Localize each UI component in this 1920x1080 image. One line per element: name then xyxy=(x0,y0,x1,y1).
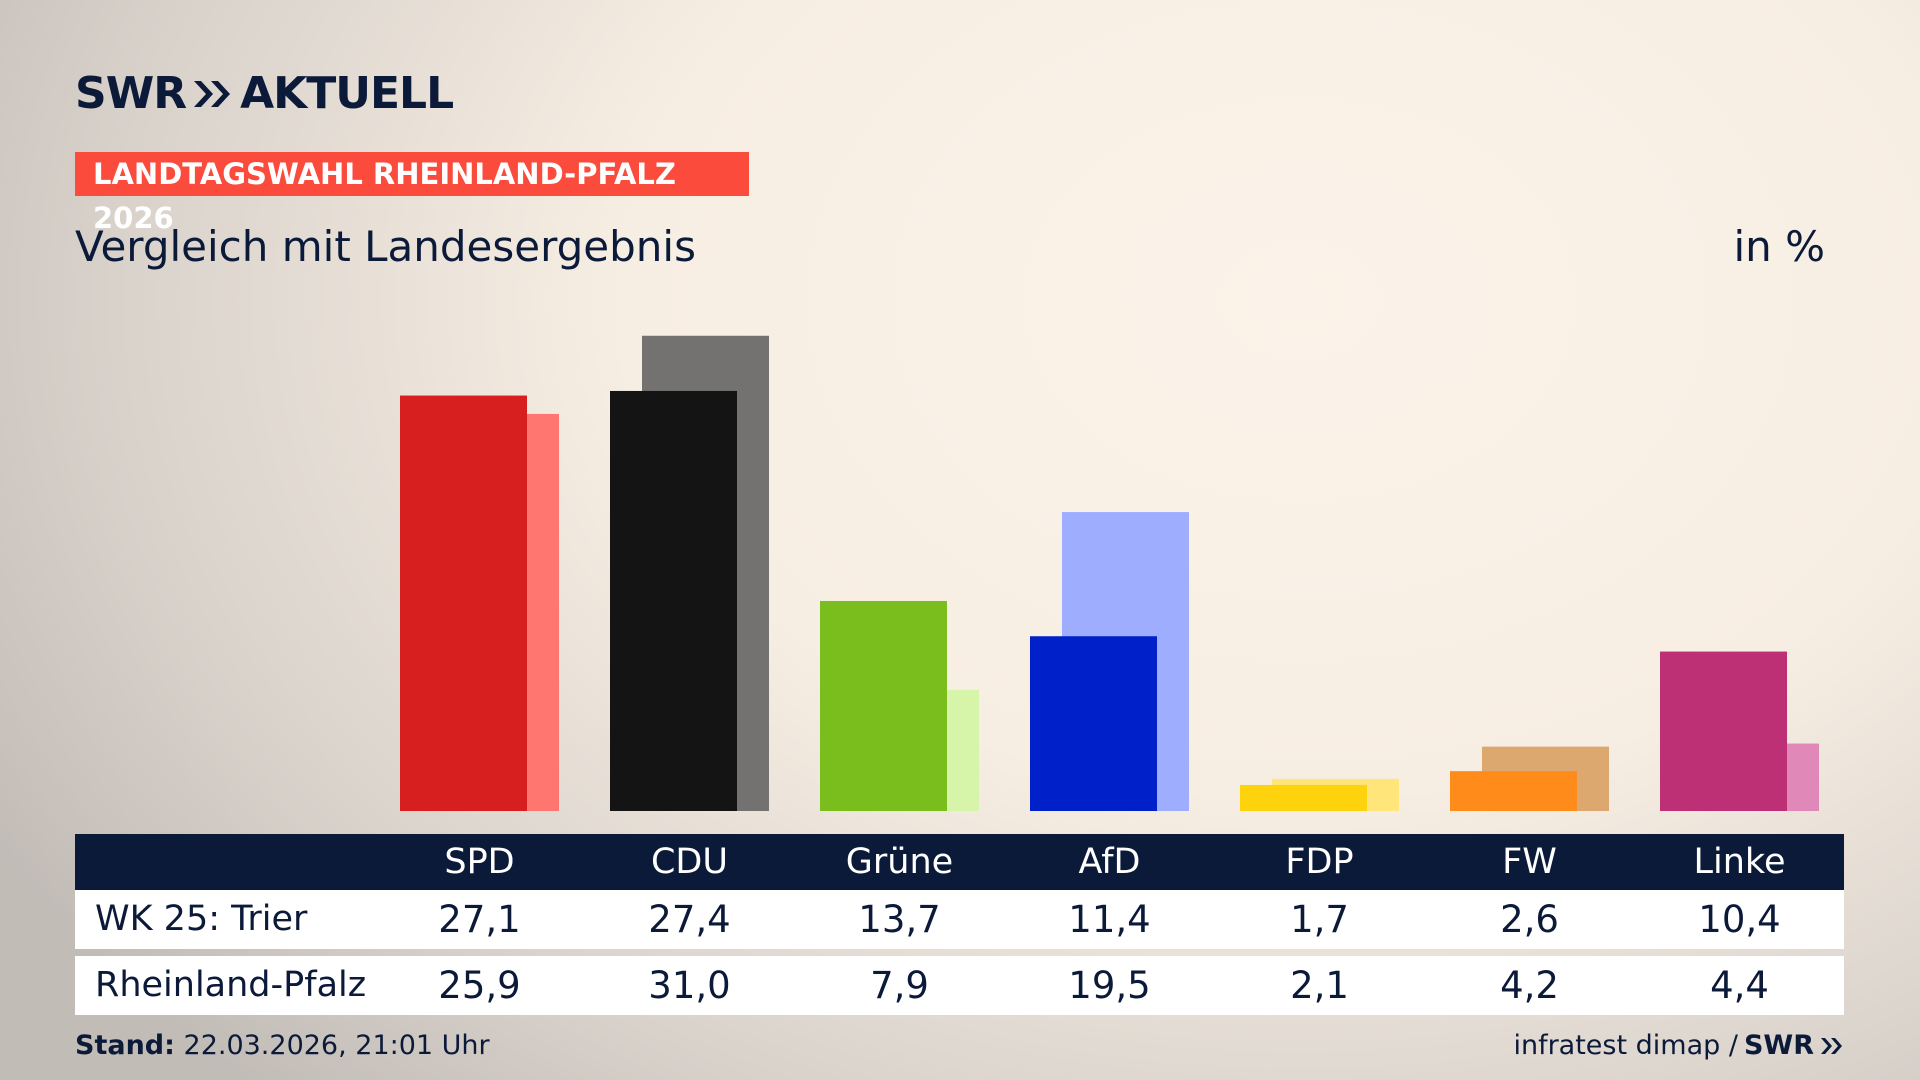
stand-label: Stand: xyxy=(75,1030,175,1061)
value-label: 2,1 xyxy=(1290,964,1349,1007)
value-label: 1,7 xyxy=(1290,898,1349,941)
category-label: CDU xyxy=(650,842,728,882)
bar xyxy=(1660,651,1787,811)
bar xyxy=(1450,771,1577,811)
value-label: 2,6 xyxy=(1500,898,1559,941)
value-label: 13,7 xyxy=(858,898,941,941)
chart xyxy=(400,335,1819,811)
arrows xyxy=(194,80,231,107)
row-label: WK 25: Trier xyxy=(95,899,308,939)
row-label: Rheinland-Pfalz xyxy=(95,965,367,1005)
value-label: 11,4 xyxy=(1068,898,1151,941)
bar xyxy=(1240,784,1367,811)
bar xyxy=(820,600,947,811)
source-text: infratest dimap / xyxy=(1513,1030,1738,1061)
source: infratest dimap / SWR xyxy=(1513,1030,1844,1061)
bar xyxy=(1030,636,1157,811)
bar xyxy=(400,395,527,811)
category-label: Linke xyxy=(1693,842,1786,882)
value-label: 27,4 xyxy=(648,898,731,941)
value-label: 27,1 xyxy=(438,898,521,941)
category-label: AfD xyxy=(1078,842,1141,882)
value-label: 4,2 xyxy=(1500,964,1559,1007)
stand: 22.03.2026, 21:01 Uhr xyxy=(183,1030,490,1061)
value-label: 7,9 xyxy=(870,964,929,1007)
source-brand: SWR xyxy=(1743,1030,1814,1061)
table-header: SPD CDU Grüne AfD FDP FW Linke xyxy=(75,834,1844,890)
logo: SWR AKTUELL xyxy=(75,68,454,119)
category-label: SPD xyxy=(444,842,515,882)
brand: SWR xyxy=(75,68,187,119)
chart-title: Vergleich mit Landesergebnis xyxy=(75,222,696,271)
unit: in % xyxy=(1733,222,1825,271)
footer: Stand: 22.03.2026, 21:01 Uhr xyxy=(75,1030,490,1061)
product: AKTUELL xyxy=(240,68,454,119)
value-label: 31,0 xyxy=(648,964,731,1007)
table-row: WK 25: Trier 27,1 27,4 13,7 11,4 1,7 2,6 10,4 xyxy=(75,890,1844,949)
value-label: 10,4 xyxy=(1698,898,1781,941)
bar xyxy=(610,390,737,811)
value-label: 19,5 xyxy=(1068,964,1151,1007)
arrows xyxy=(1821,1037,1842,1054)
category-label: FW xyxy=(1502,842,1557,882)
election-label: LANDTAGSWAHL RHEINLAND-PFALZ 2026 xyxy=(75,152,749,235)
value-label: 4,4 xyxy=(1710,964,1769,1007)
table-row: Rheinland-Pfalz 25,9 31,0 7,9 19,5 2,1 4,2 4,4 xyxy=(75,956,1844,1015)
value-label: 25,9 xyxy=(438,964,521,1007)
category-label: Grüne xyxy=(845,842,954,882)
category-label: FDP xyxy=(1285,842,1354,882)
